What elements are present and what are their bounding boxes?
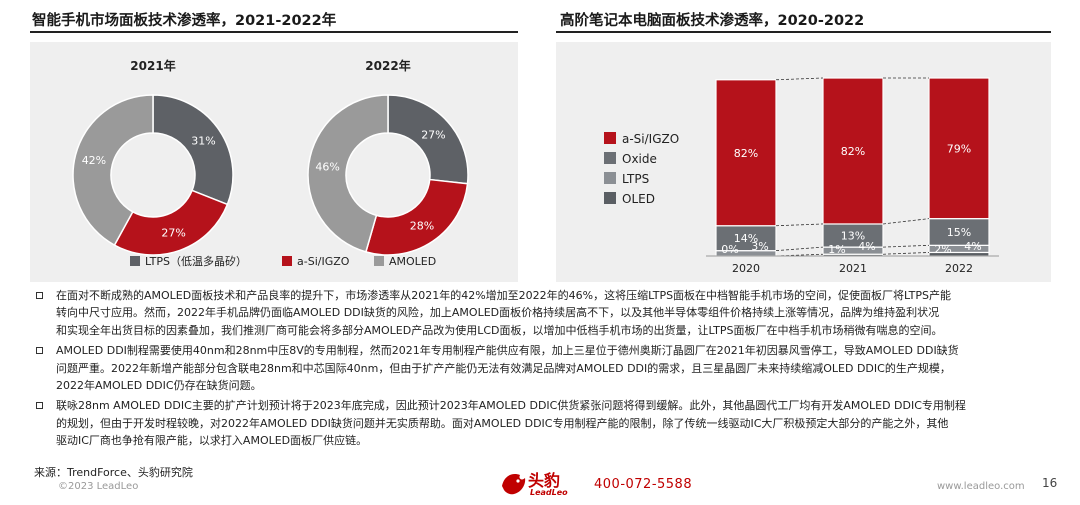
smartphone-donut-panel: 2021年 31% 27% 42% 2022年 27% 28% 46% LTPS（低温多晶矽） a…: [30, 42, 518, 282]
bar-connector-line: [775, 246, 824, 252]
legend-label: AMOLED: [389, 255, 436, 268]
bar-data-label: 4%: [964, 240, 981, 253]
bullet-line: AMOLED DDI制程需要使用40nm和28nm中压8V的专用制程，然而202…: [56, 344, 959, 358]
donut-slice-label: 28%: [410, 220, 434, 233]
bullet-list: 在面对不断成熟的AMOLED面板技术和产品良率的提升下，市场渗透率从2021年的…: [34, 287, 1052, 453]
donut-title: 2021年: [130, 58, 175, 73]
legend-swatch: [130, 256, 140, 266]
donut-slice: [113, 189, 229, 256]
logo-subtext: LeadLeo: [530, 488, 568, 497]
legend-swatch: [282, 256, 292, 266]
donut-slice: [364, 178, 469, 256]
bullet-line: 驱动IC厂商也争抢有限产能，以求打入AMOLED面板厂供应链。: [56, 434, 368, 448]
bar-segment: [715, 225, 777, 252]
legend-label: OLED: [622, 192, 655, 206]
legend-label: a-Si/IGZO: [297, 255, 350, 268]
legend-swatch: [604, 192, 616, 204]
bar-segment: [715, 79, 777, 227]
page-number: 16: [1042, 476, 1058, 490]
bullet-line: 联咏28nm AMOLED DDIC主要的扩产计划预计将于2023年底完成，因此…: [56, 399, 966, 413]
donut-slice: [387, 94, 469, 185]
bar-segment: [928, 77, 990, 220]
bar-segment: [928, 218, 990, 246]
bar-data-label: 13%: [841, 230, 865, 243]
bar-data-label: 14%: [734, 232, 758, 245]
bar-segment: [822, 77, 884, 225]
bullet-square-icon: [36, 292, 43, 299]
legend-label: a-Si/IGZO: [622, 132, 679, 146]
bullet-square-icon: [36, 402, 43, 410]
legend-swatch: [604, 132, 616, 144]
donut-slice-label: 31%: [191, 135, 215, 148]
legend-swatch: [604, 152, 616, 164]
bar-data-label: 3%: [751, 240, 768, 253]
legend-label: Oxide: [622, 152, 657, 166]
donut-slice-label: 27%: [161, 226, 185, 239]
bullet-line: 在面对不断成熟的AMOLED面板技术和产品良率的提升下，市场渗透率从2021年的…: [56, 289, 952, 302]
donut-slice: [72, 94, 154, 247]
bar-data-label: 1%: [828, 243, 845, 256]
bar-data-label: 15%: [947, 226, 971, 239]
bullet-line: 和实现全年出货目标的因素叠加，我们推测厂商可能会将多部分AMOLED产品改为使用…: [56, 323, 943, 337]
left-title-rule: [30, 31, 518, 33]
bullet-item: 在面对不断成熟的AMOLED面板技术和产品良率的提升下，市场渗透率从2021年的…: [34, 287, 1052, 339]
x-tick-label: 2020: [732, 262, 760, 275]
leadleo-logo-icon: [502, 474, 526, 495]
x-tick-label: 2021: [839, 262, 867, 275]
bullet-item: AMOLED DDI制程需要使用40nm和28nm中压8V的专用制程，然而202…: [34, 342, 1052, 394]
bullet-line: 转向中尺寸应用。然而，2022年手机品牌仍面临AMOLED DDI缺货的风险，加…: [56, 306, 940, 320]
bullet-line: 问题严重。2022年新增产能部分包含联电28nm和中芯国际40nm，但由于扩产产…: [56, 361, 951, 375]
bar-data-label: 0%: [721, 243, 738, 256]
source-note: 来源：TrendForce、头豹研究院: [34, 466, 193, 479]
bar-data-label: 82%: [841, 145, 865, 158]
copyright: ©2023 LeadLeo: [58, 481, 139, 492]
donut-slice: [307, 94, 389, 253]
donut-slice: [152, 94, 234, 206]
logo-text: 头豹: [528, 471, 561, 490]
right-chart-title: 高阶笔记本电脑面板技术渗透率，2020-2022: [560, 13, 865, 29]
website-link[interactable]: www.leadleo.com: [937, 481, 1025, 492]
bar-data-label: 2%: [934, 243, 951, 256]
bar-connector-line: [882, 218, 930, 225]
bar-data-label: 82%: [734, 147, 758, 160]
bar-connector-line: [775, 77, 824, 81]
right-title-rule: [556, 31, 1051, 33]
donut-slice-label: 27%: [421, 128, 445, 141]
bullet-item: 联咏28nm AMOLED DDIC主要的扩产计划预计将于2023年底完成，因此…: [34, 397, 1052, 449]
bullet-square-icon: [36, 347, 43, 355]
legend-label: LTPS（低温多晶矽）: [145, 254, 247, 268]
legend-label: LTPS: [622, 172, 649, 186]
bar-data-label: 4%: [858, 240, 875, 253]
donut-slice-label: 42%: [82, 154, 106, 167]
bar-data-label: 79%: [947, 142, 971, 155]
smartphone-donut-charts: 2021年 31% 27% 42% 2022年 27% 28% 46% LTPS（低温多晶矽） a…: [72, 58, 469, 268]
legend-swatch: [374, 256, 384, 266]
donut-title: 2022年: [365, 58, 410, 73]
bar-connector-line: [775, 223, 824, 227]
bar-connector-line: [882, 244, 930, 248]
bullet-line: 的规划，但由于开发时程较晚，对2022年AMOLED DDI缺货问题并无实质帮助…: [56, 416, 949, 430]
notebook-bar-panel: 2020 2021 2022 0% 3% 14% 82% 1% 4% 13% 82% 2% 4% 15% 7…: [556, 42, 1051, 282]
bullet-line: 2022年AMOLED DDIC仍存在缺货问题。: [56, 379, 262, 393]
bar-connector-line: [882, 252, 930, 255]
left-chart-title: 智能手机市场面板技术渗透率，2021-2022年: [32, 13, 337, 29]
x-tick-label: 2022: [945, 262, 973, 275]
donut-slice-label: 46%: [315, 160, 339, 173]
phone-number: 400-072-5588: [594, 477, 693, 492]
legend-swatch: [604, 172, 616, 184]
